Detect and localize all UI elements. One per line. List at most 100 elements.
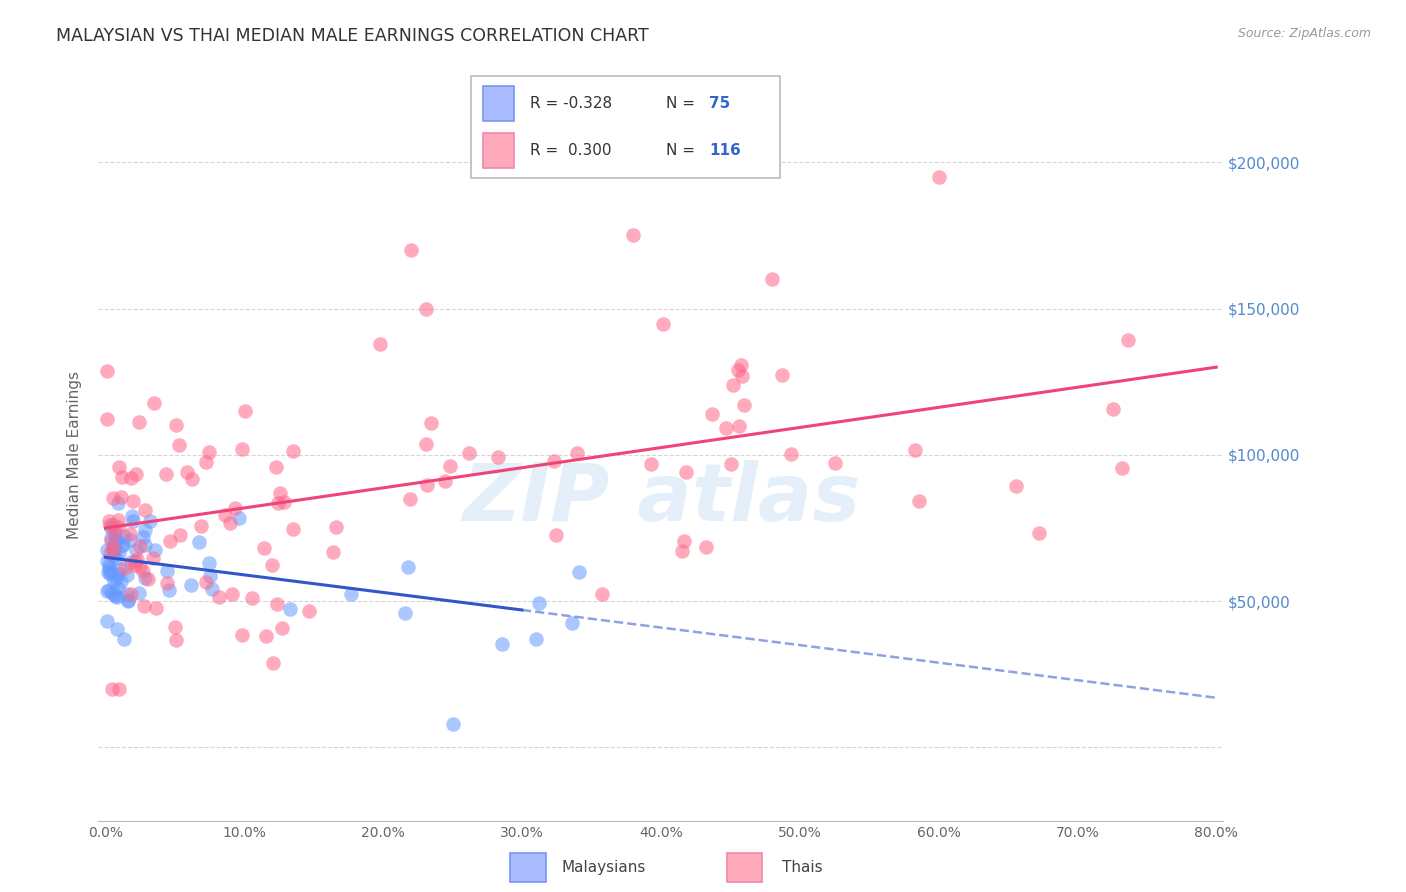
Point — [111, 470, 134, 484]
Point — [101, 540, 124, 554]
FancyBboxPatch shape — [484, 87, 515, 121]
Point — [394, 606, 416, 620]
Point — [111, 538, 134, 552]
Point — [107, 496, 129, 510]
Point — [228, 511, 250, 525]
Point — [100, 565, 122, 579]
Point — [260, 558, 283, 573]
Point — [132, 599, 155, 613]
Point — [112, 539, 135, 553]
Point — [233, 404, 256, 418]
Point — [190, 519, 212, 533]
Point — [716, 421, 738, 435]
Point — [269, 485, 291, 500]
Text: Malaysians: Malaysians — [561, 860, 645, 875]
Point — [101, 491, 124, 506]
Point — [543, 453, 565, 467]
Point — [561, 616, 583, 631]
Point — [761, 272, 783, 286]
Point — [904, 443, 927, 458]
Point — [103, 529, 125, 543]
Point — [266, 598, 288, 612]
Point — [415, 301, 437, 316]
Point — [267, 496, 290, 510]
Point — [221, 587, 243, 601]
Point — [695, 540, 717, 554]
Point — [143, 396, 166, 410]
Point — [100, 534, 122, 549]
Point — [730, 358, 752, 372]
Text: R =  0.300: R = 0.300 — [530, 144, 612, 158]
Point — [134, 523, 156, 537]
Point — [671, 544, 693, 558]
Point — [398, 492, 420, 507]
Point — [107, 546, 129, 560]
Point — [98, 518, 121, 533]
Point — [733, 398, 755, 412]
Point — [224, 500, 246, 515]
Point — [325, 520, 347, 534]
Point — [565, 446, 588, 460]
Point — [907, 493, 929, 508]
Point — [195, 575, 218, 590]
Point — [165, 417, 187, 432]
Point — [112, 632, 135, 646]
Point — [546, 528, 568, 542]
Point — [101, 681, 124, 696]
Point — [98, 562, 121, 576]
Point — [107, 513, 129, 527]
Point — [651, 317, 673, 331]
Point — [127, 551, 149, 566]
Point — [96, 554, 118, 568]
Point — [434, 474, 457, 488]
Point — [262, 657, 284, 671]
Point — [200, 569, 222, 583]
Point — [340, 587, 363, 601]
Point — [98, 583, 121, 598]
FancyBboxPatch shape — [484, 133, 515, 168]
Point — [486, 450, 509, 464]
Point — [780, 447, 803, 461]
Point — [117, 593, 139, 607]
Point — [128, 585, 150, 599]
Point — [96, 364, 118, 378]
Point — [727, 363, 749, 377]
Point — [281, 522, 304, 536]
Point — [675, 465, 697, 479]
Point — [100, 585, 122, 599]
Point — [214, 508, 236, 522]
Y-axis label: Median Male Earnings: Median Male Earnings — [67, 371, 83, 539]
Point — [107, 581, 129, 595]
Point — [134, 503, 156, 517]
Point — [621, 228, 644, 243]
Point — [122, 514, 145, 528]
Point — [180, 578, 202, 592]
Point — [103, 541, 125, 555]
Text: 116: 116 — [709, 144, 741, 158]
Point — [176, 466, 198, 480]
Point — [100, 531, 122, 545]
Point — [124, 558, 146, 572]
Point — [165, 620, 187, 634]
Point — [458, 446, 481, 460]
Point — [107, 520, 129, 534]
Point — [1111, 460, 1133, 475]
Point — [110, 574, 132, 588]
Point — [96, 614, 118, 628]
Point — [107, 460, 129, 475]
Point — [720, 458, 742, 472]
Text: 75: 75 — [709, 96, 731, 111]
Point — [115, 568, 138, 582]
Point — [104, 537, 127, 551]
Point — [104, 590, 127, 604]
Point — [128, 559, 150, 574]
Point — [134, 571, 156, 585]
Point — [928, 169, 950, 184]
Point — [270, 621, 292, 635]
Text: ZIP atlas: ZIP atlas — [461, 459, 860, 538]
Point — [702, 407, 724, 421]
Point — [415, 436, 437, 450]
Point — [124, 553, 146, 567]
Point — [97, 558, 120, 573]
Point — [297, 604, 319, 618]
